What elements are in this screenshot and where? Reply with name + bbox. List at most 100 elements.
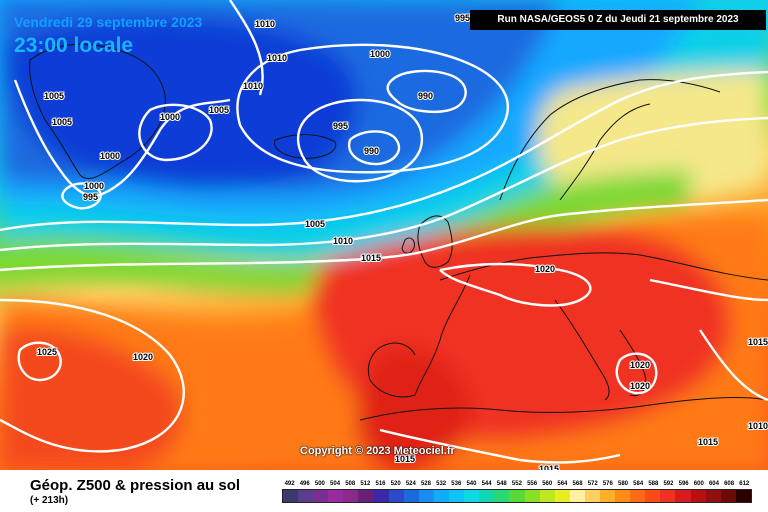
scandinavia-coast xyxy=(499,79,721,201)
legend-value: 552 xyxy=(511,481,522,487)
isobar-1015-east xyxy=(649,278,768,402)
z500-green-band xyxy=(0,170,690,292)
legend-swatch xyxy=(615,490,631,502)
greenland-coast xyxy=(29,43,166,180)
z500-iberia-red xyxy=(356,347,472,470)
isobar-label: 1000 xyxy=(370,49,390,59)
isobar-995-low xyxy=(61,182,102,210)
forecast-date: Vendredi 29 septembre 2023 xyxy=(14,14,203,30)
isobar-label: 1010 xyxy=(255,19,275,29)
legend-swatch xyxy=(509,490,525,502)
legend-swatch xyxy=(584,490,600,502)
isobar-lines xyxy=(0,0,768,462)
legend-value: 596 xyxy=(678,481,689,487)
legend-value: 548 xyxy=(496,481,507,487)
iceland-coast xyxy=(274,134,337,159)
legend-swatch xyxy=(630,490,646,502)
isobar-label: 1015 xyxy=(748,337,768,347)
isobar-label: 995 xyxy=(455,13,470,23)
legend-value: 508 xyxy=(345,481,356,487)
isobar-1010-north xyxy=(229,0,264,96)
isobar-1020-main xyxy=(0,298,185,453)
z500-color-fields xyxy=(0,0,768,470)
isobar-label: 1015 xyxy=(361,253,381,263)
isobar-label: 1020 xyxy=(133,352,153,362)
legend-value: 600 xyxy=(693,481,704,487)
legend-value: 528 xyxy=(420,481,431,487)
legend-value: 516 xyxy=(375,481,386,487)
legend-swatch xyxy=(298,490,314,502)
legend-value: 568 xyxy=(572,481,583,487)
legend-swatch xyxy=(328,490,344,502)
copyright-notice: Copyright © 2023 Meteociel.fr xyxy=(300,445,455,457)
legend-value: 608 xyxy=(724,481,735,487)
isobar-label: 1005 xyxy=(305,219,325,229)
isobar-label: 990 xyxy=(364,146,379,156)
isobar-1025-high xyxy=(17,341,62,382)
isobar-995-main xyxy=(297,98,423,183)
isobar-label: 1010 xyxy=(748,421,768,431)
legend-swatch xyxy=(388,490,404,502)
legend-swatch xyxy=(313,490,329,502)
isobar-label: 1020 xyxy=(630,360,650,370)
legend-swatch xyxy=(449,490,465,502)
legend-value: 536 xyxy=(451,481,462,487)
isobar-990-south xyxy=(347,130,401,166)
legend-swatch xyxy=(690,490,706,502)
legend-value: 560 xyxy=(542,481,553,487)
legend-swatch xyxy=(599,490,616,502)
model-run-banner: Run NASA/GEOS5 0 Z du Jeudi 21 septembre… xyxy=(470,10,766,30)
isobar-label: 990 xyxy=(418,91,433,101)
legend-value: 556 xyxy=(527,481,538,487)
isobar-label: 1010 xyxy=(243,81,263,91)
isobar-label: 1025 xyxy=(37,347,57,357)
footer: Géop. Z500 & pression au sol (+ 213h) 49… xyxy=(0,470,768,512)
isobar-label: 1015 xyxy=(395,454,415,464)
isobar-label: 995 xyxy=(83,192,98,202)
legend-swatch xyxy=(720,490,736,502)
legend-value: 584 xyxy=(633,481,644,487)
legend-swatch xyxy=(283,490,299,502)
legend-swatch xyxy=(735,490,751,502)
isobar-1005-main xyxy=(0,70,768,232)
isobar-1020-europe xyxy=(439,262,592,307)
isobar-label: 1005 xyxy=(44,91,64,101)
isobar-label: 1010 xyxy=(267,53,287,63)
legend-swatch xyxy=(494,490,510,502)
greece-coast xyxy=(619,329,647,397)
z500-atlantic-red xyxy=(0,327,184,470)
forecast-hour: (+ 213h) xyxy=(30,495,69,506)
isobar-label: 1000 xyxy=(160,112,180,122)
weather-map: 1010 1010 1010 1005 1005 1005 1000 1000 … xyxy=(0,0,768,470)
isobar-1020-greece xyxy=(615,352,658,395)
legend-value: 540 xyxy=(466,481,477,487)
legend-value: 500 xyxy=(314,481,325,487)
legend-swatch xyxy=(418,490,434,502)
legend-value: 504 xyxy=(330,481,341,487)
legend-value: 592 xyxy=(663,481,674,487)
legend-value: 512 xyxy=(360,481,371,487)
legend-value: 544 xyxy=(481,481,492,487)
isobar-label: 1020 xyxy=(630,381,650,391)
isobar-label-group: 1010 1010 1010 1005 1005 1005 1000 1000 … xyxy=(36,12,768,470)
legend-value: 496 xyxy=(299,481,310,487)
legend-swatch xyxy=(524,490,540,502)
isobar-label: 1000 xyxy=(100,151,120,161)
legend-value: 532 xyxy=(436,481,447,487)
mediterranean-coast xyxy=(359,397,768,421)
chart-title: Géop. Z500 & pression au sol xyxy=(30,477,241,494)
legend-value: 520 xyxy=(390,481,401,487)
isobar-1015-main xyxy=(0,198,768,272)
isobar-label: 1020 xyxy=(535,264,555,274)
legend-swatch xyxy=(358,490,374,502)
z500-yellow-ridge xyxy=(537,70,768,200)
legend-swatch xyxy=(645,490,661,502)
isobar-label: 1010 xyxy=(333,236,353,246)
legend-swatch xyxy=(660,490,676,502)
legend-swatch xyxy=(464,490,480,502)
legend-labels: 492 496 500 504 508 512 516 520 524 528 532 536 540 5… xyxy=(282,479,752,489)
legend-swatch xyxy=(675,490,691,502)
legend-swatch xyxy=(433,490,450,502)
isobar-1000-low xyxy=(138,103,213,162)
